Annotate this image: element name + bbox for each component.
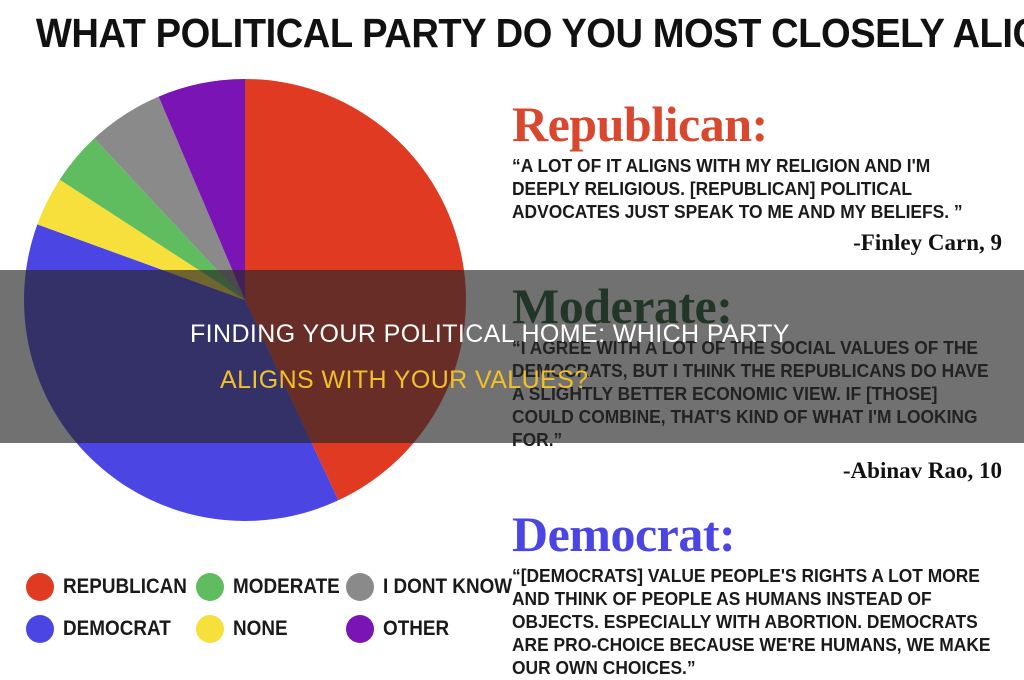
legend-swatch-icon <box>26 573 54 601</box>
legend-item-label: DEMOCRAT <box>63 617 171 640</box>
pie-slice-other <box>158 79 245 300</box>
pie-slice-none <box>37 179 245 300</box>
legend-item-label: I DONT KNOW <box>383 575 513 598</box>
pie-slice-moderate <box>59 138 246 300</box>
legend-item-democrat: DEMOCRAT <box>26 615 196 643</box>
quote-block-democrat: Democrat: “[DEMOCRATS] VALUE PEOPLE'S RIG… <box>512 506 1002 680</box>
legend-swatch-icon <box>26 615 54 643</box>
quote-attribution: -Finley Carn, 9 <box>853 230 1002 255</box>
legend-item-label: MODERATE <box>233 575 340 598</box>
quote-body-text: “A LOT OF IT ALIGNS WITH MY RELIGION AND… <box>512 155 963 222</box>
legend-item-label: OTHER <box>383 617 450 640</box>
overlay-title-line-1: FINDING YOUR POLITICAL HOME: WHICH PARTY <box>190 319 790 348</box>
legend-swatch-icon <box>346 615 374 643</box>
quote-body-text: “[DEMOCRATS] VALUE PEOPLE'S RIGHTS A LOT… <box>512 565 991 678</box>
overlay-caption-band: FINDING YOUR POLITICAL HOME: WHICH PARTY… <box>0 270 1024 443</box>
chart-legend: REPUBLICAN DEMOCRAT MODERATE NONE I DONT KNO… <box>26 566 512 650</box>
legend-swatch-icon <box>196 573 224 601</box>
legend-item-i-dont-know: I DONT KNOW <box>346 573 512 601</box>
legend-swatch-icon <box>196 615 224 643</box>
legend-item-label: REPUBLICAN <box>63 575 187 598</box>
page-title: WHAT POLITICAL PARTY DO YOU MOST CLOSELY… <box>35 10 1024 56</box>
quote-block-republican: Republican: “A LOT OF IT ALIGNS WITH MY R… <box>512 96 1002 260</box>
pie-slice-i-dont-know <box>94 96 245 300</box>
overlay-title-line-2: ALIGNS WITH YOUR VALUES? <box>220 365 589 394</box>
legend-item-label: NONE <box>233 617 288 640</box>
legend-item-other: OTHER <box>346 615 506 643</box>
legend-item-moderate: MODERATE <box>196 573 346 601</box>
legend-item-republican: REPUBLICAN <box>26 573 196 601</box>
quote-heading: Republican: <box>512 96 768 152</box>
quote-heading: Democrat: <box>512 506 736 562</box>
legend-item-none: NONE <box>196 615 346 643</box>
legend-swatch-icon <box>346 573 374 601</box>
quote-attribution: -Abinav Rao, 10 <box>842 458 1002 483</box>
